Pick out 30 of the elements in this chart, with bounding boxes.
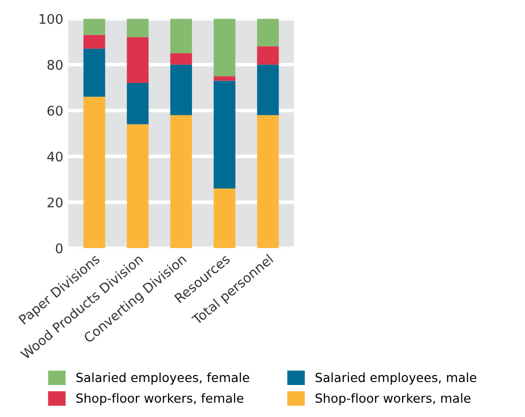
y-tick-label: 60 xyxy=(48,106,63,116)
bar xyxy=(126,18,149,38)
bar xyxy=(170,115,192,248)
bar xyxy=(83,34,106,49)
y-tick-label: 40 xyxy=(47,152,63,162)
bar xyxy=(257,115,279,248)
y-tick-label: 20 xyxy=(48,197,63,208)
y-tick-label: 80 xyxy=(47,60,63,70)
bar xyxy=(83,96,106,248)
bar xyxy=(126,124,149,248)
bar xyxy=(257,46,279,65)
y-tick-label: 100 xyxy=(40,14,63,24)
bar xyxy=(257,18,279,46)
bar xyxy=(214,80,236,188)
bar xyxy=(214,76,236,81)
legend-label: Shop-floor workers, male xyxy=(316,393,470,406)
bar xyxy=(83,18,106,35)
bar xyxy=(170,53,192,65)
bar xyxy=(214,18,236,76)
bar xyxy=(126,37,149,83)
bar xyxy=(257,64,279,116)
bar xyxy=(83,48,106,97)
bar xyxy=(170,18,192,54)
legend-label: Salaried employees, male xyxy=(316,372,476,385)
bar xyxy=(170,64,192,116)
bar xyxy=(214,188,236,248)
y-tick-label: 0 xyxy=(56,243,63,254)
legend-label: Shop-floor workers, female xyxy=(76,393,244,406)
legend-label: Salaried employees, female xyxy=(76,372,250,385)
bar xyxy=(126,82,149,124)
